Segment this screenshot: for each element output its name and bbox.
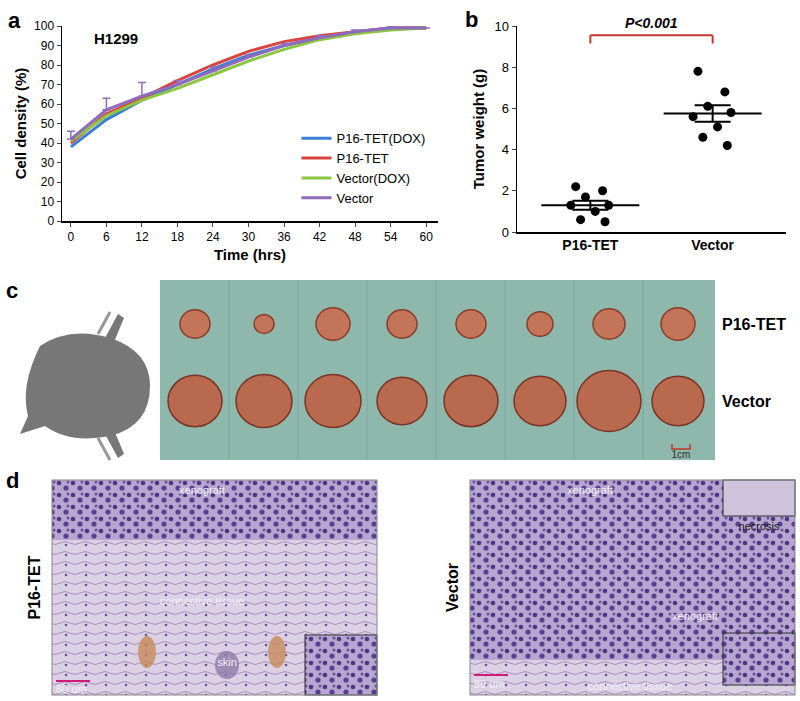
svg-text:10: 10 bbox=[41, 195, 55, 209]
svg-text:a: a bbox=[8, 8, 21, 33]
svg-text:20: 20 bbox=[41, 175, 55, 189]
svg-text:Time (hrs): Time (hrs) bbox=[214, 246, 286, 263]
svg-text:40: 40 bbox=[41, 136, 55, 150]
svg-text:12: 12 bbox=[135, 230, 149, 244]
svg-text:8: 8 bbox=[502, 60, 509, 75]
svg-text:54: 54 bbox=[384, 230, 398, 244]
svg-text:100: 100 bbox=[34, 19, 54, 33]
svg-text:18: 18 bbox=[171, 230, 185, 244]
svg-text:42: 42 bbox=[313, 230, 327, 244]
svg-text:50: 50 bbox=[41, 117, 55, 131]
svg-text:80 um: 80 um bbox=[474, 678, 505, 690]
svg-text:10: 10 bbox=[494, 19, 508, 34]
svg-text:36: 36 bbox=[277, 230, 291, 244]
svg-text:b: b bbox=[465, 7, 478, 32]
svg-text:P16-TET: P16-TET bbox=[722, 316, 786, 333]
svg-text:Vector(DOX): Vector(DOX) bbox=[336, 171, 410, 186]
svg-text:80 um: 80 um bbox=[56, 683, 87, 695]
svg-text:connective tissue: connective tissue bbox=[160, 595, 244, 607]
svg-text:60: 60 bbox=[419, 230, 433, 244]
svg-text:4: 4 bbox=[502, 142, 509, 157]
svg-text:48: 48 bbox=[348, 230, 362, 244]
svg-text:70: 70 bbox=[41, 78, 55, 92]
svg-text:6: 6 bbox=[103, 230, 110, 244]
svg-text:6: 6 bbox=[502, 101, 509, 116]
svg-text:24: 24 bbox=[206, 230, 220, 244]
svg-text:c: c bbox=[6, 278, 18, 303]
svg-text:30: 30 bbox=[41, 156, 55, 170]
svg-text:P16-TET: P16-TET bbox=[26, 555, 43, 619]
svg-text:connective tissue: connective tissue bbox=[588, 680, 672, 692]
svg-text:60: 60 bbox=[41, 97, 55, 111]
svg-text:P16-TET: P16-TET bbox=[562, 237, 618, 253]
svg-text:80: 80 bbox=[41, 58, 55, 72]
svg-text:Vector: Vector bbox=[691, 237, 734, 253]
svg-text:2: 2 bbox=[502, 183, 509, 198]
svg-text:xenograft: xenograft bbox=[179, 484, 225, 496]
svg-text:H1299: H1299 bbox=[94, 30, 138, 47]
svg-text:Cell density (%): Cell density (%) bbox=[12, 68, 29, 180]
svg-text:skin: skin bbox=[217, 656, 237, 668]
svg-text:xenograft: xenograft bbox=[672, 610, 718, 622]
svg-text:necrosis: necrosis bbox=[739, 520, 780, 532]
svg-text:0: 0 bbox=[47, 214, 54, 228]
svg-text:P16-TET: P16-TET bbox=[336, 151, 388, 166]
svg-text:Tumor weight (g): Tumor weight (g) bbox=[470, 69, 487, 190]
svg-text:1cm: 1cm bbox=[672, 449, 691, 460]
svg-text:Vector: Vector bbox=[336, 191, 374, 206]
svg-text:d: d bbox=[6, 468, 19, 493]
svg-text:90: 90 bbox=[41, 39, 55, 53]
svg-text:Vector: Vector bbox=[444, 563, 461, 612]
svg-text:xenograft: xenograft bbox=[567, 484, 613, 496]
svg-text:P<0.001: P<0.001 bbox=[625, 15, 678, 31]
svg-text:Vector: Vector bbox=[722, 393, 771, 410]
svg-text:0: 0 bbox=[502, 225, 509, 240]
svg-text:0: 0 bbox=[68, 230, 75, 244]
svg-text:P16-TET(DOX): P16-TET(DOX) bbox=[336, 131, 425, 146]
svg-text:30: 30 bbox=[242, 230, 256, 244]
